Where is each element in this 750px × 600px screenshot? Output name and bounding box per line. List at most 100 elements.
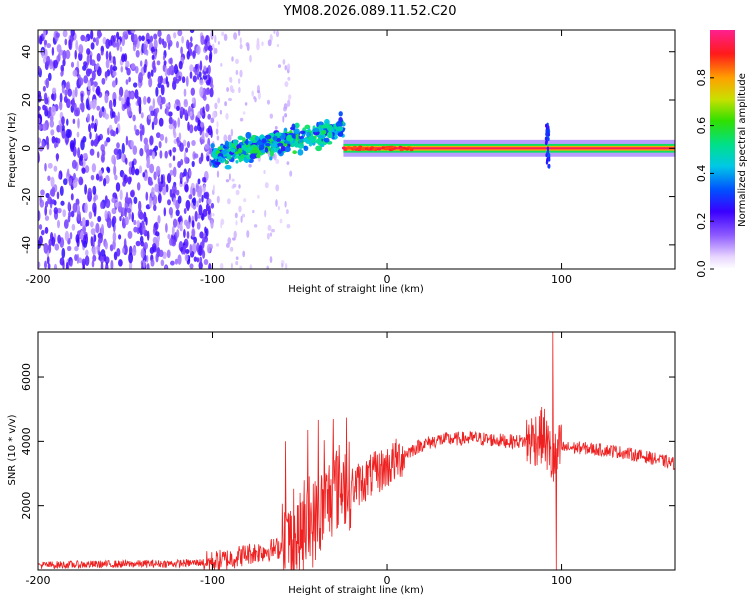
heatmap-cell-1573	[247, 140, 253, 145]
heatmap-cell-274	[163, 207, 167, 217]
heatmap-cell-677	[149, 135, 154, 146]
heatmap-cell-710	[130, 165, 136, 176]
heatmap-cell-877	[139, 211, 144, 220]
heatmap-cell-1191	[282, 115, 285, 123]
heatmap-cell-1700	[547, 137, 550, 141]
heatmap-cell-1020	[41, 139, 45, 150]
heatmap-cell-761	[110, 259, 114, 269]
heatmap-cell-834	[75, 233, 80, 244]
heatmap-cell-350	[99, 254, 105, 264]
heatmap-cell-592	[83, 75, 89, 84]
heatmap-cell-891	[68, 39, 72, 50]
heatmap-cell-1184	[230, 262, 233, 269]
heatmap-cell-715	[71, 97, 75, 109]
heatmap-cell-1129	[228, 173, 231, 181]
heatmap-cell-487	[73, 109, 79, 117]
heatmap-cell-1627	[280, 145, 286, 152]
heatmap-cell-331	[203, 184, 206, 194]
heatmap-cell-1081	[166, 33, 171, 44]
heatmap-cell-1714	[346, 146, 351, 150]
heatmap-cell-705	[151, 151, 156, 160]
heatmap-cell-640	[104, 256, 110, 264]
heatmap-cell-667	[61, 84, 65, 94]
heatmap-cell-583	[154, 221, 159, 230]
heatmap-cell-254	[38, 224, 43, 230]
heatmap-cell-451	[43, 30, 47, 38]
heatmap-cell-1137	[216, 120, 219, 128]
heatmap-cell-698	[78, 44, 84, 55]
heatmap-cell-1126	[214, 102, 218, 110]
heatmap-cell-1220	[235, 58, 239, 65]
heatmap-cell-975	[69, 139, 75, 150]
heatmap-cell-1107	[225, 179, 230, 183]
heatmap-cell-1263	[294, 122, 300, 129]
heatmap-cell-124	[207, 113, 212, 120]
heatmap-cell-1052	[178, 75, 182, 82]
heatmap-cell-1082	[98, 169, 103, 177]
heatmap-cell-1088	[155, 231, 160, 237]
heatmap-cell-346	[162, 41, 167, 49]
heatmap-cell-812	[155, 132, 161, 139]
heatmap-cell-622	[87, 187, 92, 199]
heatmap-cell-841	[126, 207, 132, 214]
heatmap-cell-517	[93, 122, 97, 133]
heatmap-cell-945	[197, 186, 202, 197]
heatmap-cell-78	[90, 174, 95, 181]
heatmap-cell-1199	[244, 102, 248, 106]
heatmap-cell-217	[125, 79, 129, 85]
heatmap-cell-1475	[315, 138, 322, 144]
heatmap-cell-1607	[312, 127, 320, 133]
heatmap-cell-989	[91, 163, 97, 173]
heatmap-cell-520	[100, 201, 104, 210]
colorbar-ticks: 0.0 0.2 0.4 0.6 0.8	[695, 69, 714, 278]
heatmap-cell-1090	[202, 208, 208, 217]
heatmap-cell-1219	[253, 96, 256, 100]
heatmap-cell-1035	[201, 130, 205, 140]
heatmap-cell-1248	[264, 209, 267, 218]
heatmap-cell-936	[74, 245, 79, 252]
heatmap-cell-716	[180, 246, 184, 253]
heatmap-cell-301	[95, 36, 99, 47]
heatmap-cell-879	[188, 169, 192, 177]
heatmap-cell-378	[164, 150, 168, 159]
heatmap-cell-1156	[227, 134, 232, 142]
heatmap-cell-1101	[224, 101, 227, 107]
heatmap-cell-1055	[177, 254, 182, 265]
heatmap-cell-669	[96, 105, 101, 111]
heatmap-cell-298	[208, 263, 212, 269]
heatmap-cell-1173	[237, 78, 241, 84]
heatmap-cell-1651	[240, 153, 245, 159]
heatmap-cell-1209	[286, 161, 290, 165]
heatmap-cell-1628	[221, 149, 228, 155]
heatmap-cell-990	[182, 108, 186, 115]
heatmap-cell-641	[82, 224, 86, 235]
heatmap-cell-1056	[200, 121, 205, 128]
heatmap-cell-1174	[237, 30, 241, 37]
heatmap-cell-1638	[299, 139, 304, 143]
heatmap-cell-830	[191, 97, 195, 104]
heatmap-cell-1247	[266, 232, 270, 240]
heatmap-cell-873	[191, 220, 195, 228]
heatmap-cell-964	[128, 111, 133, 117]
heatmap-cell-1182	[275, 158, 280, 165]
heatmap-cell-476	[70, 61, 75, 68]
heatmap-cell-1212	[269, 232, 273, 237]
heatmap-cell-151	[56, 153, 59, 162]
heatmap-cell-1033	[58, 172, 62, 180]
heatmap-cell-1157	[242, 111, 246, 115]
heatmap-cell-1217	[251, 90, 254, 97]
heatmap-cell-717	[91, 114, 95, 122]
heatmap-cell-1662	[252, 146, 260, 154]
heatmap-cell-530	[198, 245, 203, 257]
heatmap-cell-1733	[398, 145, 403, 149]
colorbar-gradient	[710, 30, 735, 269]
heatmap-cell-542	[202, 74, 208, 80]
heatmap-cell-988	[169, 149, 172, 157]
heatmap-cell-1735	[381, 146, 386, 150]
heatmap-cell-1183	[235, 260, 239, 266]
heatmap-cell-1246	[221, 31, 225, 37]
heatmap-cell-868	[163, 60, 167, 66]
heatmap-cell-1597	[264, 146, 269, 153]
heatmap-cell-1111	[253, 224, 258, 228]
heatmap-cell-380	[111, 207, 115, 214]
